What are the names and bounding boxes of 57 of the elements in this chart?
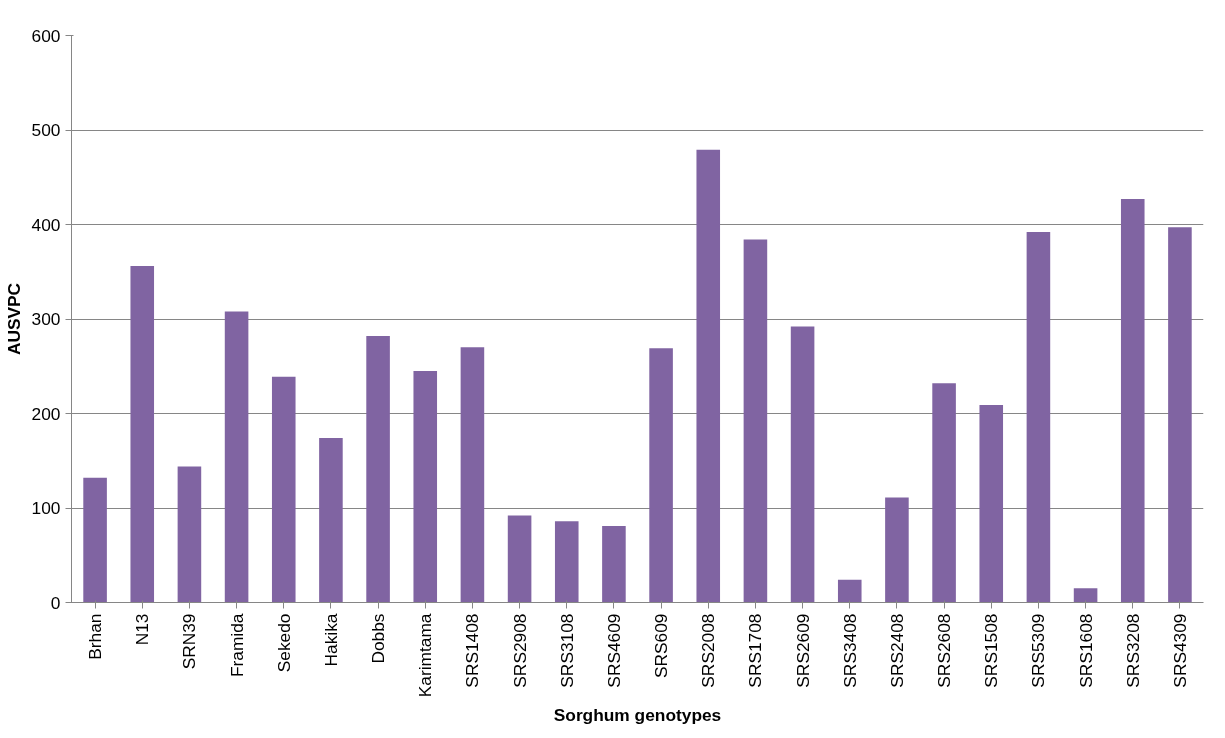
bar — [177, 466, 202, 603]
x-tick-label: SRS1508 — [981, 613, 1002, 688]
bar — [507, 515, 532, 603]
bar — [602, 525, 626, 603]
y-tick-label: 0 — [50, 592, 61, 613]
x-tick-label: SRS2608 — [934, 613, 955, 688]
x-tick-label: SRN39 — [179, 613, 200, 670]
x-tick-label: SRS1708 — [745, 613, 766, 688]
x-tick-label: SRS1608 — [1075, 613, 1096, 688]
x-tick-label: SRS3408 — [839, 613, 860, 688]
x-tick-label: SRS5309 — [1028, 613, 1049, 688]
x-tick-label: SRS4609 — [603, 613, 624, 688]
y-tick-label: 100 — [31, 498, 61, 518]
y-tick-label: 500 — [31, 120, 61, 140]
x-tick-label: Dobbs — [368, 613, 389, 664]
x-tick-label: SRS2609 — [792, 613, 813, 688]
bar — [1073, 588, 1098, 603]
bar — [224, 311, 249, 603]
y-tick-label: 300 — [31, 309, 61, 329]
bar — [932, 383, 956, 603]
bar — [366, 336, 390, 603]
x-tick-label: SRS3208 — [1122, 613, 1143, 688]
y-axis-title: AUSVPC — [3, 282, 24, 356]
x-tick-label: SRS609 — [651, 613, 672, 679]
x-tick-label: SRS1408 — [462, 613, 483, 688]
x-tick-label: Sekedo — [273, 613, 294, 673]
x-tick-label: Karimtama — [415, 613, 436, 698]
x-axis-title: Sorghum genotypes — [553, 705, 722, 726]
x-tick-label: SRS3108 — [556, 613, 577, 688]
x-tick-label: SRS2008 — [698, 613, 719, 688]
x-tick-label: Hakika — [320, 613, 341, 667]
bar — [319, 438, 343, 603]
bar — [979, 404, 1004, 603]
bar — [130, 266, 155, 603]
bar — [554, 521, 579, 603]
bar — [271, 376, 296, 603]
bar — [696, 149, 721, 603]
x-tick-label: N13 — [132, 613, 153, 646]
bar — [837, 579, 862, 603]
y-tick-label: 400 — [31, 214, 61, 235]
bar — [83, 477, 107, 603]
bar — [460, 347, 485, 603]
y-tick-label: 200 — [31, 403, 61, 424]
bar — [1026, 232, 1051, 603]
bar — [885, 497, 909, 603]
bar — [413, 370, 438, 603]
x-tick-label: Framida — [226, 613, 247, 678]
x-tick-label: SRS4309 — [1169, 613, 1190, 688]
y-tick-label: 600 — [31, 25, 61, 46]
bar — [649, 348, 673, 603]
bar — [1168, 227, 1192, 603]
x-tick-label: Brhan — [85, 613, 106, 660]
x-tick-label: SRS2908 — [509, 613, 530, 688]
x-tick-label: SRS2408 — [886, 613, 907, 688]
bar — [1120, 198, 1145, 603]
bar — [790, 326, 815, 603]
bar — [743, 239, 768, 603]
